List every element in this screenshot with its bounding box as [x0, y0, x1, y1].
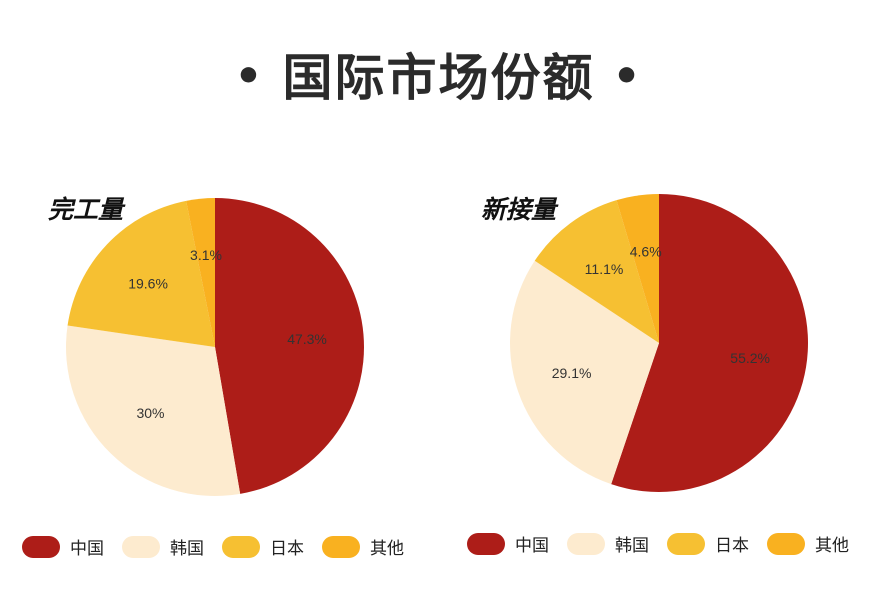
legend-label-korea: 韩国	[170, 539, 204, 559]
pie-slice-japan	[67, 200, 215, 347]
pie-label-japan: 19.6%	[128, 275, 168, 291]
legend-item-japan: 日本	[222, 534, 304, 559]
pie-label-korea: 30%	[136, 405, 164, 421]
legend-swatch-korea	[122, 535, 160, 558]
legend-swatch-other	[767, 532, 805, 555]
legend-item-other: 其他	[767, 531, 849, 556]
pie-chart-new-orders: 55.2% 29.1% 11.1% 4.6%	[510, 194, 808, 492]
title-bullet-left: •	[234, 51, 265, 102]
pie-label-japan: 11.1%	[585, 261, 624, 277]
chart-title-completed: 完工量	[48, 195, 124, 224]
legend-label-japan: 日本	[715, 536, 749, 556]
legend-swatch-korea	[567, 532, 605, 555]
legend-swatch-china	[467, 532, 505, 555]
pie-slice-japan	[534, 200, 659, 343]
pie-slice-other	[616, 194, 659, 343]
page-title-text: 国际市场份额	[282, 49, 595, 107]
pie-label-other: 3.1%	[190, 247, 222, 263]
legend-swatch-other	[322, 535, 360, 558]
pie-label-china: 47.3%	[287, 331, 327, 347]
legend-item-china: 中国	[467, 531, 549, 556]
pie-label-china: 55.2%	[730, 350, 770, 366]
pie-slice-china	[611, 194, 808, 492]
page-title: • 国际市场份额 •	[0, 38, 877, 110]
pie-chart-completed: 47.3% 30% 19.6% 3.1%	[66, 198, 365, 496]
legend-label-korea: 韩国	[615, 536, 649, 556]
chart-title-new-orders: 新接量	[481, 195, 557, 224]
legend-item-korea: 韩国	[567, 531, 649, 556]
legend-label-japan: 日本	[270, 539, 304, 559]
pie-slice-china	[215, 198, 365, 494]
legend-item-china: 中国	[22, 534, 104, 559]
legend-item-japan: 日本	[667, 531, 749, 556]
legend-label-china: 中国	[70, 539, 104, 559]
legend-label-other: 其他	[370, 539, 404, 559]
legend-swatch-japan	[667, 532, 705, 555]
pie-label-korea: 29.1%	[552, 365, 592, 381]
pie-slice-korea	[510, 260, 659, 485]
title-bullet-right: •	[612, 51, 643, 102]
pie-label-other: 4.6%	[630, 244, 662, 260]
legend-new-orders: 中国 韩国 日本 其他	[467, 531, 867, 556]
legend-label-china: 中国	[515, 536, 549, 556]
legend-completed: 中国 韩国 日本 其他	[22, 534, 422, 559]
legend-label-other: 其他	[815, 536, 849, 556]
legend-item-other: 其他	[322, 534, 404, 559]
legend-item-korea: 韩国	[122, 534, 204, 559]
legend-swatch-japan	[222, 535, 260, 558]
pie-slice-korea	[66, 325, 241, 496]
legend-swatch-china	[22, 535, 60, 558]
pie-slice-other	[186, 198, 215, 347]
